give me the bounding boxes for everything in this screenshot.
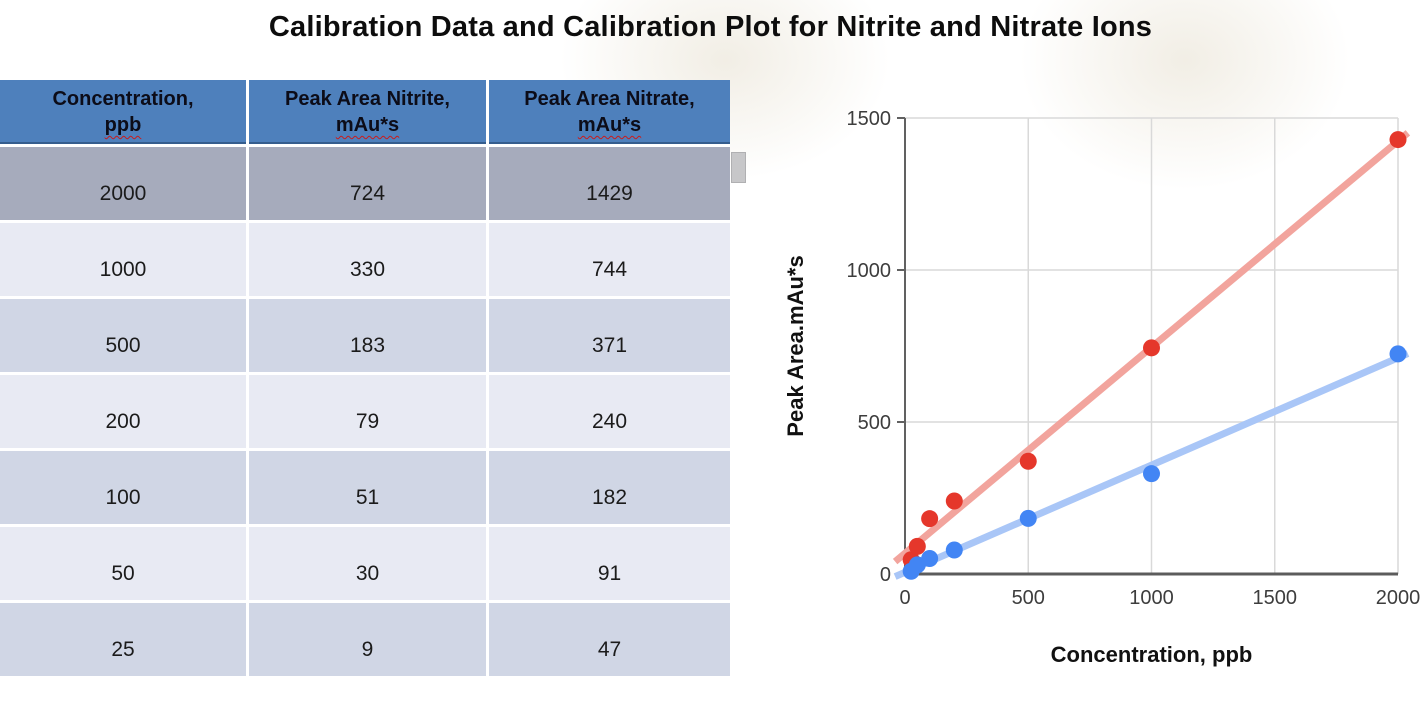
header-label: Peak Area Nitrate, bbox=[524, 88, 695, 110]
trendline bbox=[893, 350, 1410, 580]
header-unit: mAu*s bbox=[577, 114, 642, 136]
table-cell: 100 bbox=[0, 451, 246, 524]
data-point bbox=[945, 541, 963, 559]
header-cell-concentration: Concentration, ppb bbox=[0, 80, 246, 144]
x-axis-title: Concentration, ppb bbox=[1051, 642, 1253, 667]
table-cell: 371 bbox=[489, 299, 730, 372]
data-point bbox=[908, 537, 926, 555]
table-cell: 91 bbox=[489, 527, 730, 600]
y-tick-label: 1000 bbox=[847, 260, 892, 282]
data-point bbox=[1389, 131, 1407, 149]
x-tick-label: 1000 bbox=[1129, 587, 1174, 609]
header-unit: mAu*s bbox=[335, 114, 400, 136]
y-tick-label: 500 bbox=[858, 412, 891, 434]
y-tick-label: 1500 bbox=[847, 108, 892, 130]
data-point bbox=[1143, 465, 1160, 483]
y-tick-label: 0 bbox=[880, 564, 891, 586]
x-tick-label: 500 bbox=[1012, 587, 1045, 609]
table-cell: 183 bbox=[249, 299, 486, 372]
table-cell: 50 bbox=[0, 527, 246, 600]
table-cell: 744 bbox=[489, 223, 730, 296]
table-cell: 500 bbox=[0, 299, 246, 372]
x-tick-label: 0 bbox=[899, 587, 910, 609]
data-point bbox=[921, 510, 939, 528]
data-point bbox=[945, 492, 963, 510]
y-axis-title: Peak Area.mAu*s bbox=[783, 255, 808, 436]
data-point bbox=[1143, 339, 1160, 357]
table-cell: 9 bbox=[249, 603, 486, 676]
header-label: Concentration, bbox=[52, 88, 194, 110]
calibration-chart: 0 500 1000 1500 2000 0 500 1000 1500 Concentratio… bbox=[783, 108, 1421, 667]
data-point bbox=[1019, 509, 1037, 527]
table-cell: 30 bbox=[249, 527, 486, 600]
table-cell: 182 bbox=[489, 451, 730, 524]
scrollbar-thumb[interactable] bbox=[731, 152, 746, 183]
table-cell: 1000 bbox=[0, 223, 246, 296]
table-cell: 47 bbox=[489, 603, 730, 676]
data-point bbox=[1389, 345, 1407, 363]
table-cell: 1429 bbox=[489, 147, 730, 220]
data-point bbox=[1019, 452, 1037, 470]
x-tick-label: 2000 bbox=[1376, 587, 1421, 609]
data-point bbox=[921, 549, 939, 567]
table-cell: 79 bbox=[249, 375, 486, 448]
header-unit: ppb bbox=[104, 114, 142, 136]
table-cell: 2000 bbox=[0, 147, 246, 220]
header-label: Peak Area Nitrite, bbox=[285, 88, 450, 110]
table-cell: 330 bbox=[249, 223, 486, 296]
table-cell: 25 bbox=[0, 603, 246, 676]
table-cell: 51 bbox=[249, 451, 486, 524]
x-tick-label: 1500 bbox=[1253, 587, 1298, 609]
header-cell-nitrite: Peak Area Nitrite, mAu*s bbox=[249, 80, 486, 144]
page-title: Calibration Data and Calibration Plot fo… bbox=[268, 11, 1153, 43]
header-cell-nitrate: Peak Area Nitrate, mAu*s bbox=[489, 80, 730, 144]
table-cell: 240 bbox=[489, 375, 730, 448]
table-cell: 200 bbox=[0, 375, 246, 448]
table-cell: 724 bbox=[249, 147, 486, 220]
calibration-table: Concentration, ppb Peak Area Nitrite, mA… bbox=[0, 80, 730, 676]
